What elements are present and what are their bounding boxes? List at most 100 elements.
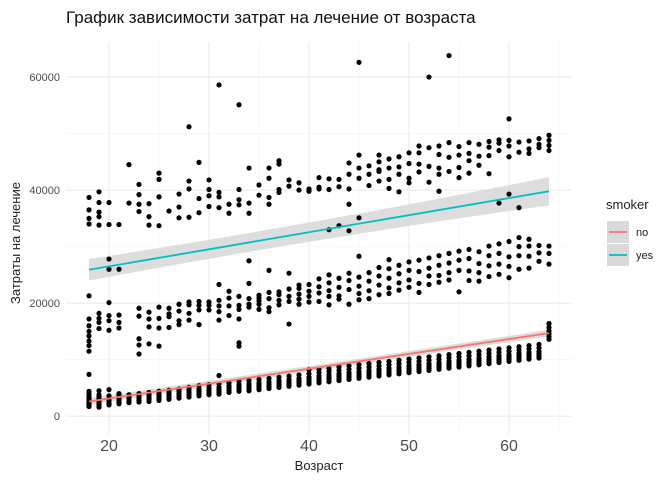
data-point <box>426 354 432 360</box>
data-point <box>536 141 542 147</box>
data-point <box>186 214 192 220</box>
data-point <box>276 186 282 193</box>
data-point <box>236 197 242 203</box>
data-point <box>96 325 102 332</box>
data-point <box>266 305 272 311</box>
data-point <box>386 257 392 263</box>
data-point <box>456 289 462 295</box>
data-point <box>316 284 322 290</box>
data-point <box>526 253 532 259</box>
data-point <box>436 262 442 268</box>
data-point <box>96 189 102 195</box>
data-point <box>306 371 312 377</box>
data-point <box>146 316 152 322</box>
data-point <box>236 343 242 349</box>
data-point <box>186 124 192 130</box>
data-point <box>296 282 302 288</box>
data-point <box>416 280 422 286</box>
data-point <box>496 241 502 247</box>
data-point <box>476 249 482 255</box>
data-point <box>386 266 392 272</box>
data-point <box>536 136 542 142</box>
data-point <box>336 176 342 182</box>
data-point <box>236 102 242 108</box>
data-point <box>476 141 482 147</box>
y-axis-title: Затраты на лечение <box>8 182 23 304</box>
data-point <box>86 323 92 329</box>
data-point <box>136 192 142 198</box>
data-point <box>506 345 512 351</box>
data-point <box>416 355 422 361</box>
data-point <box>546 324 552 331</box>
data-point <box>316 276 322 282</box>
data-point <box>96 222 102 228</box>
data-point <box>146 214 152 220</box>
data-point <box>376 273 382 279</box>
data-point <box>526 265 532 271</box>
data-point <box>156 223 162 229</box>
data-point <box>326 302 332 308</box>
x-tick-label: 40 <box>300 438 318 455</box>
data-point <box>516 205 522 211</box>
data-point <box>296 296 302 302</box>
data-point <box>486 273 492 280</box>
data-point <box>106 327 112 333</box>
data-point <box>346 201 352 207</box>
data-point <box>526 138 532 144</box>
data-point <box>336 364 342 370</box>
data-point <box>96 199 102 206</box>
data-point <box>86 388 92 394</box>
data-point <box>476 260 482 267</box>
data-point <box>466 170 472 176</box>
data-point <box>176 191 182 197</box>
data-point <box>386 275 392 281</box>
data-point <box>186 299 192 305</box>
data-point <box>506 263 512 270</box>
data-point <box>516 344 522 350</box>
data-point <box>306 293 312 299</box>
data-point <box>196 302 202 309</box>
data-point <box>356 253 362 259</box>
data-point <box>216 194 222 200</box>
data-point <box>386 156 392 162</box>
data-point <box>236 293 242 299</box>
data-point <box>326 272 332 278</box>
data-point <box>106 221 112 228</box>
data-point <box>256 182 262 188</box>
data-point <box>86 333 92 339</box>
data-point <box>396 357 402 363</box>
data-point <box>436 353 442 359</box>
data-point <box>246 258 252 264</box>
data-point <box>266 289 272 296</box>
data-point <box>476 348 482 354</box>
data-point <box>196 195 202 202</box>
data-point <box>226 201 232 207</box>
data-point <box>456 143 462 150</box>
data-point <box>216 189 222 195</box>
data-point <box>186 178 192 184</box>
data-point <box>376 178 382 184</box>
data-point <box>446 270 452 276</box>
data-point <box>436 272 442 279</box>
data-point <box>506 116 512 122</box>
data-point <box>246 200 252 206</box>
data-point <box>436 279 442 285</box>
data-point <box>346 270 352 276</box>
data-point <box>506 191 512 197</box>
data-point <box>136 313 142 319</box>
data-point <box>406 175 412 181</box>
data-point <box>246 210 252 216</box>
y-tick-label: 0 <box>54 411 60 423</box>
data-point <box>356 152 362 158</box>
data-point <box>306 299 312 305</box>
data-point <box>506 254 512 260</box>
data-point <box>176 215 182 221</box>
data-point <box>186 186 192 192</box>
data-point <box>116 221 122 228</box>
data-point <box>346 363 352 369</box>
data-point <box>416 161 422 167</box>
data-point <box>436 253 442 259</box>
data-point <box>396 280 402 286</box>
data-point <box>136 342 142 348</box>
data-point <box>486 153 492 159</box>
